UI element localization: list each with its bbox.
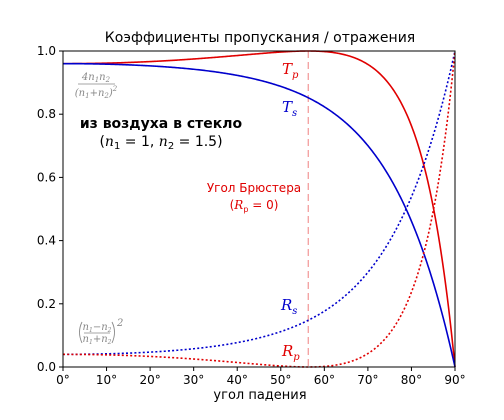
x-tick-label: 30° <box>183 373 204 387</box>
series-Tp <box>63 50 456 368</box>
label-tp: Tp <box>282 60 299 81</box>
x-axis-label: угол падения <box>213 388 306 403</box>
x-tick-label: 40° <box>227 373 248 387</box>
y-tick-label: 1.0 <box>37 44 56 58</box>
svg-text:(n1+n2)2: (n1+n2)2 <box>75 85 118 100</box>
plot-frame <box>62 50 456 368</box>
y-tick-label: 0.8 <box>37 107 56 121</box>
chart-title: Коэффициенты пропускания / отражения <box>105 30 415 46</box>
y-tick-label: 0.6 <box>37 170 56 184</box>
x-tick-label: 90° <box>444 373 465 387</box>
x-tick-label: 70° <box>357 373 378 387</box>
svg-text:n1−n2: n1−n2 <box>83 322 112 334</box>
label-rp: Rp <box>281 342 300 363</box>
x-tick-label: 80° <box>401 373 422 387</box>
x-tick-label: 20° <box>139 373 160 387</box>
svg-text:4n1n2: 4n1n2 <box>81 72 111 84</box>
series-Rp <box>63 50 456 368</box>
x-tick-label: 50° <box>270 373 291 387</box>
y-tick-label: 0.4 <box>37 234 56 248</box>
y-axis: 0.0 0.2 0.4 0.6 0.8 1.0 <box>37 44 63 374</box>
svg-text:2: 2 <box>116 318 123 329</box>
x-tick-label: 60° <box>314 373 335 387</box>
x-axis: 0° 10° 20° 30° 40° 50° 60° 70° 80° 90° <box>56 367 466 387</box>
y-tick-label: 0.0 <box>37 360 56 374</box>
refractive-indices: (n1 = 1, n2 = 1.5) <box>99 134 222 152</box>
label-ts: Ts <box>282 98 297 119</box>
normal-transmission-formula: 4n1n2 (n1+n2)2 <box>75 72 118 100</box>
x-tick-label: 10° <box>96 373 117 387</box>
label-rs: Rs <box>280 296 297 317</box>
x-tick-label: 0° <box>56 373 70 387</box>
y-tick-label: 0.2 <box>37 297 56 311</box>
normal-reflection-formula: n1−n2 n1+n2 2 <box>79 318 123 346</box>
brewster-condition: (Rp = 0) <box>230 198 279 214</box>
brewster-label: Угол Брюстера <box>207 181 301 195</box>
series-Ts <box>63 62 456 368</box>
plot-area <box>63 50 456 368</box>
medium-heading: из воздуха в стекло <box>80 116 243 132</box>
svg-text:n1+n2: n1+n2 <box>83 334 112 346</box>
